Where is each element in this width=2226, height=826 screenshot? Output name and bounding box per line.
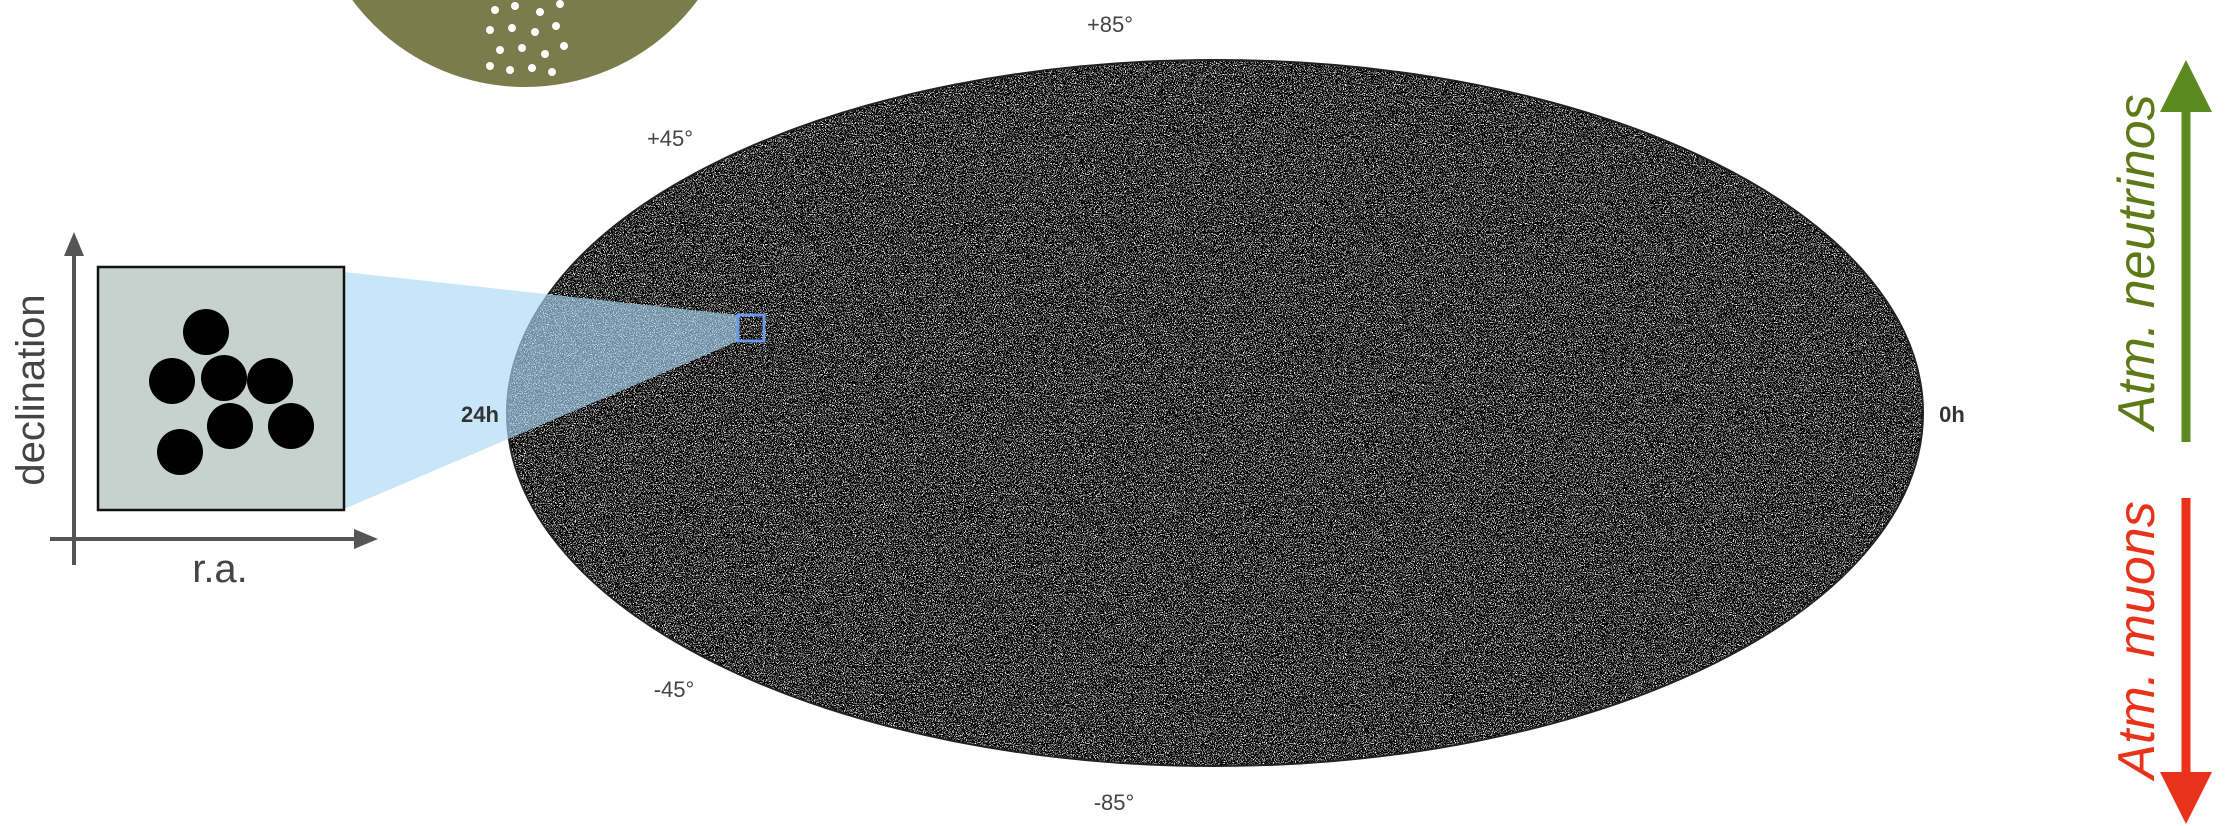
ra-label: 24h [461, 402, 499, 427]
arrow-label: Atm. muons [2108, 501, 2166, 781]
inset [50, 232, 378, 565]
dec-label: +85° [1087, 12, 1133, 37]
dec-label: -85° [1094, 790, 1135, 815]
figure: +85° +45° -45° -85° 24h 0h declination r… [0, 0, 2226, 826]
sky-map [507, 60, 1923, 766]
up-arrow [2160, 60, 2212, 442]
decor-circle [310, 0, 740, 87]
ra-label: 0h [1939, 402, 1965, 427]
dec-label: +45° [647, 126, 693, 151]
arrow-label: Atm. neutrinos [2108, 94, 2166, 432]
down-arrow [2160, 498, 2212, 824]
dec-label: -45° [654, 677, 695, 702]
y-axis-label: declination [9, 294, 53, 485]
x-axis-label: r.a. [192, 547, 248, 591]
